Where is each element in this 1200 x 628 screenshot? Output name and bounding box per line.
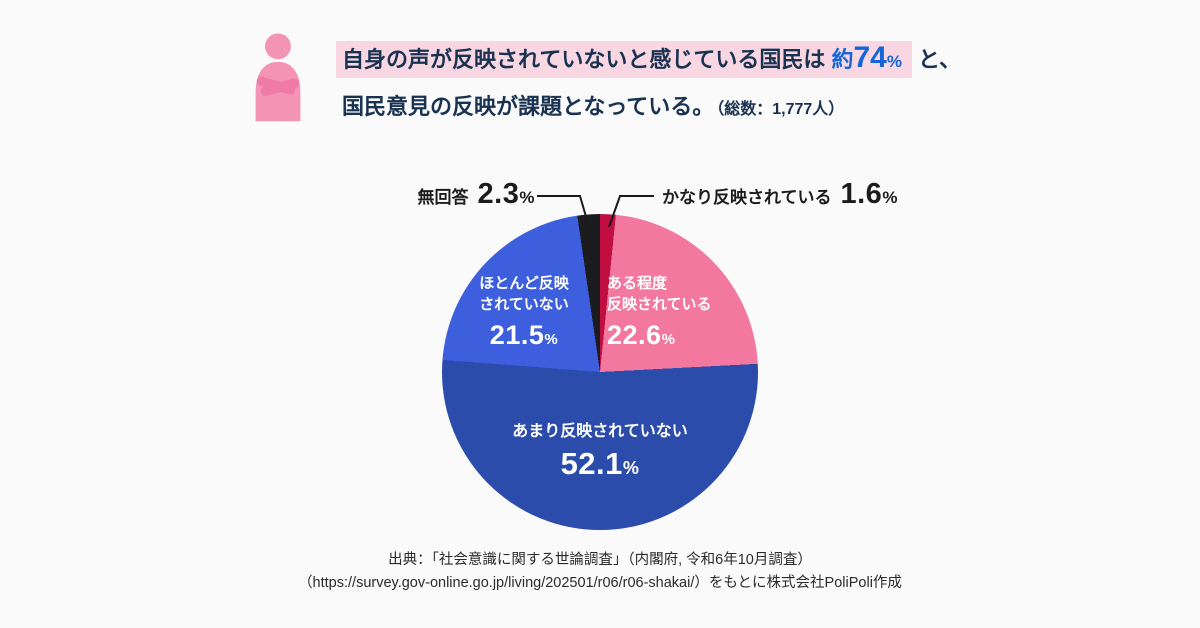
slice-label-hotondo: ほとんど反映 されていない 21.5%	[445, 273, 603, 351]
callout-kanari-label: かなり反映されている	[662, 188, 832, 207]
headline-line1-suffix: と、	[917, 47, 962, 72]
source-line1: 出典：「社会意識に関する世論調査」（内閣府, 令和6年10月調査）	[388, 552, 812, 568]
callout-no-answer-label: 無回答	[417, 188, 469, 207]
source-note: 出典：「社会意識に関する世論調査」（内閣府, 令和6年10月調査） （https…	[0, 549, 1200, 595]
callout-no-answer-value: 2.3%	[477, 178, 535, 210]
stat-prefix: 約	[831, 47, 854, 72]
slice-label-text: ある程度	[607, 275, 668, 292]
slice-label-text: あまり反映されていない	[512, 423, 688, 440]
slice-label-text: されていない	[479, 296, 569, 313]
callout-kanari-value: 1.6%	[840, 178, 898, 210]
source-line2: （https://survey.gov-online.go.jp/living/…	[298, 575, 902, 591]
pie-chart	[442, 214, 758, 530]
headline-line2-text: 国民意見の反映が課題となっている。	[342, 94, 715, 119]
headline-stat: 約74%	[831, 43, 902, 73]
headline-line1: 自身の声が反映されていないと感じている国民は 約74% と、	[336, 41, 962, 78]
slice-value: 21.5%	[489, 320, 559, 350]
slice-label-amari: あまり反映されていない 52.1%	[450, 421, 750, 482]
person-arms-crossed-icon	[247, 28, 309, 125]
callout-kanari: かなり反映されている 1.6%	[662, 178, 898, 211]
stat-unit: %	[886, 52, 902, 71]
slice-label-text: ほとんど反映	[479, 275, 569, 292]
headline-line2: 国民意見の反映が課題となっている。 （総数：1,777人）	[336, 89, 961, 121]
headline-total-note: （総数：1,777人）	[716, 101, 845, 118]
slice-label-aruteido: ある程度 反映されている 22.6%	[607, 273, 712, 351]
headline: 自身の声が反映されていないと感じている国民は 約74% と、 国民意見の反映が課題…	[336, 41, 962, 121]
callout-no-answer: 無回答 2.3%	[300, 178, 535, 211]
stat-number: 74	[853, 41, 887, 74]
headline-line1-text: 自身の声が反映されていないと感じている国民は	[342, 47, 826, 72]
slice-label-text: 反映されている	[607, 296, 712, 313]
person-icon-svg	[255, 33, 301, 122]
slice-value: 52.1%	[560, 446, 640, 481]
slice-value: 22.6%	[607, 320, 676, 350]
headline-highlight: 自身の声が反映されていないと感じている国民は 約74%	[336, 41, 912, 78]
